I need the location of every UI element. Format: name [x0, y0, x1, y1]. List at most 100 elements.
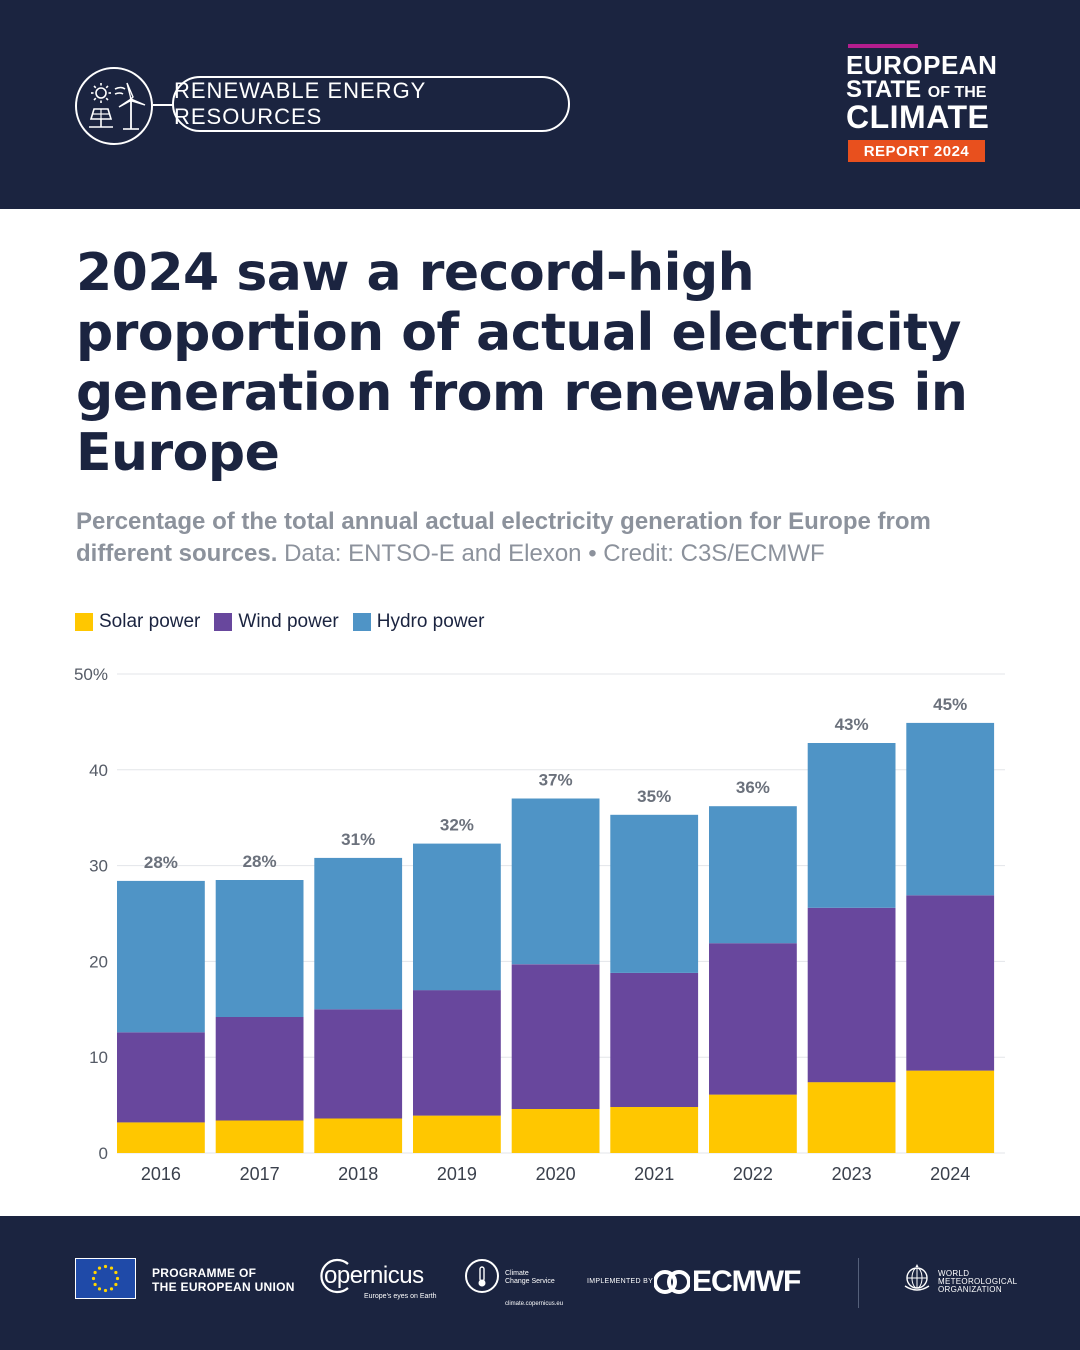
c3s-name-line1: Climate [505, 1270, 529, 1277]
report-year-tag: REPORT 2024 [848, 140, 985, 162]
x-tick-label: 2020 [536, 1164, 576, 1184]
eu-flag-logo [75, 1258, 136, 1299]
ecmwf-logo: ECMWF [654, 1266, 814, 1298]
bar-total-label: 37% [539, 771, 573, 790]
legend-swatch-hydro [352, 613, 371, 631]
bar-segment-wind-power [807, 907, 896, 1083]
bar-total-label: 31% [341, 830, 375, 849]
eu-star [114, 1270, 118, 1275]
report-title-of-the: OF THE [927, 84, 987, 101]
y-tick-label: 10 [89, 1048, 108, 1067]
x-tick-label: 2022 [733, 1164, 773, 1184]
bar-segment-solar-power [709, 1094, 797, 1153]
copernicus-tagline: Europe's eyes on Earth [364, 1293, 437, 1300]
bar-segment-wind-power [117, 1032, 205, 1123]
ecmwf-mark-icon [654, 1270, 690, 1294]
y-tick-label: 40 [89, 761, 108, 780]
x-tick-label: 2021 [634, 1164, 674, 1184]
bar-total-label: 28% [144, 853, 178, 872]
bar-segment-hydro-power [709, 806, 797, 944]
report-accent-bar [848, 44, 918, 48]
bar-segment-hydro-power [215, 880, 304, 1017]
c3s-name: Climate Change Service [505, 1270, 565, 1286]
x-tick-label: 2019 [437, 1164, 477, 1184]
bar-segment-solar-power [906, 1070, 995, 1153]
bar-segment-hydro-power [906, 722, 995, 896]
eu-star [93, 1270, 97, 1275]
bar-segment-wind-power [413, 990, 501, 1116]
footer-partners: PROGRAMME OF THE EUROPEAN UNION opernicu… [0, 1216, 1080, 1350]
bar-segment-solar-power [413, 1115, 501, 1153]
bar-total-label: 35% [637, 787, 671, 806]
eu-text-line2: THE EUROPEAN UNION [152, 1280, 295, 1294]
chart-legend: Solar power Wind power Hydro power [75, 610, 498, 634]
bar-total-label: 45% [933, 695, 967, 714]
eu-star [103, 1288, 108, 1293]
bar-total-label: 28% [243, 852, 277, 871]
y-tick-label: 20 [89, 952, 108, 971]
legend-item-solar: Solar power [75, 611, 200, 633]
legend-label-solar: Solar power [99, 611, 201, 632]
copernicus-c-mark [320, 1258, 349, 1294]
report-title-line2: STATE OF THE [846, 78, 986, 105]
x-tick-label: 2023 [832, 1164, 872, 1184]
header-banner: RENEWABLE ENERGY RESOURCES EUROPEAN STAT… [0, 0, 1080, 209]
wmo-text-line1: WORLD [938, 1269, 970, 1278]
eu-star [109, 1287, 114, 1291]
page-title: 2024 saw a record-high proportion of act… [76, 243, 968, 483]
eu-text-line1: PROGRAMME OF [152, 1266, 257, 1280]
bar-segment-solar-power [215, 1120, 304, 1153]
legend-swatch-solar [75, 613, 93, 631]
bar-segment-wind-power [215, 1017, 304, 1121]
implemented-by-label: IMPLEMENTED BY [587, 1278, 654, 1285]
x-tick-label: 2018 [338, 1164, 378, 1184]
bar-segment-solar-power [610, 1107, 699, 1153]
bar-segment-wind-power [906, 895, 995, 1071]
report-title-line1: EUROPEAN [846, 50, 998, 80]
eu-star [103, 1264, 108, 1269]
wmo-text: WORLD METEOROLOGICAL ORGANIZATION [938, 1270, 1017, 1294]
renewable-energy-icon [75, 67, 153, 145]
footer-divider [858, 1258, 859, 1308]
wmo-text-line3: ORGANIZATION [938, 1285, 1002, 1294]
legend-swatch-wind [214, 613, 233, 631]
report-title-line3: CLIMATE [846, 99, 990, 135]
bar-segment-wind-power [511, 964, 600, 1109]
subtitle-lead: Percentage of the total annual actual el… [76, 508, 931, 567]
bar-segment-solar-power [807, 1082, 896, 1153]
report-title-state: STATE [846, 76, 922, 103]
bar-segment-hydro-power [511, 798, 600, 965]
legend-item-hydro: Hydro power [352, 611, 485, 633]
eu-star [97, 1287, 102, 1291]
eu-star [97, 1266, 102, 1270]
stacked-bar-chart: 0 10 20 30 40 50% 28% 2016 28% 2017 31% 2018 32% 2019… [60, 655, 1020, 1200]
legend-label-hydro: Hydro power [376, 611, 485, 632]
bar-total-label: 43% [835, 715, 869, 734]
eu-star [109, 1266, 114, 1270]
legend-label-wind: Wind power [238, 611, 339, 632]
bar-segment-hydro-power [314, 857, 403, 1010]
bar-total-label: 32% [440, 816, 474, 835]
topic-label: RENEWABLE ENERGY RESOURCES [172, 76, 570, 132]
x-tick-label: 2017 [240, 1164, 280, 1184]
c3s-url: climate.copernicus.eu [505, 1301, 564, 1307]
bar-segment-solar-power [511, 1108, 600, 1153]
thermometer-globe-icon [465, 1259, 499, 1293]
subtitle-source: Data: ENTSO-E and Elexon • Credit: C3S/E… [284, 540, 825, 567]
x-tick-label: 2024 [930, 1164, 970, 1184]
c3s-logo: Climate Change Service climate.copernicu… [465, 1256, 575, 1307]
bar-segment-wind-power [610, 972, 699, 1107]
ecmwf-wordmark: ECMWF [692, 1265, 801, 1298]
bar-segment-wind-power [314, 1009, 403, 1119]
chart-subtitle: Percentage of the total annual actual el… [76, 506, 976, 570]
wmo-emblem-icon [901, 1262, 933, 1294]
bar-segment-hydro-power [807, 743, 896, 908]
eu-star [93, 1282, 97, 1287]
legend-item-wind: Wind power [214, 611, 339, 633]
eu-star [91, 1276, 96, 1281]
bar-segment-hydro-power [610, 814, 699, 973]
c3s-name-line2: Change Service [505, 1278, 555, 1285]
chart-canvas: 0 10 20 30 40 50% 28% 2016 28% 2017 31% 2018 32% 2019… [74, 665, 1005, 1184]
bar-segment-hydro-power [117, 880, 205, 1033]
eu-star [114, 1282, 118, 1287]
